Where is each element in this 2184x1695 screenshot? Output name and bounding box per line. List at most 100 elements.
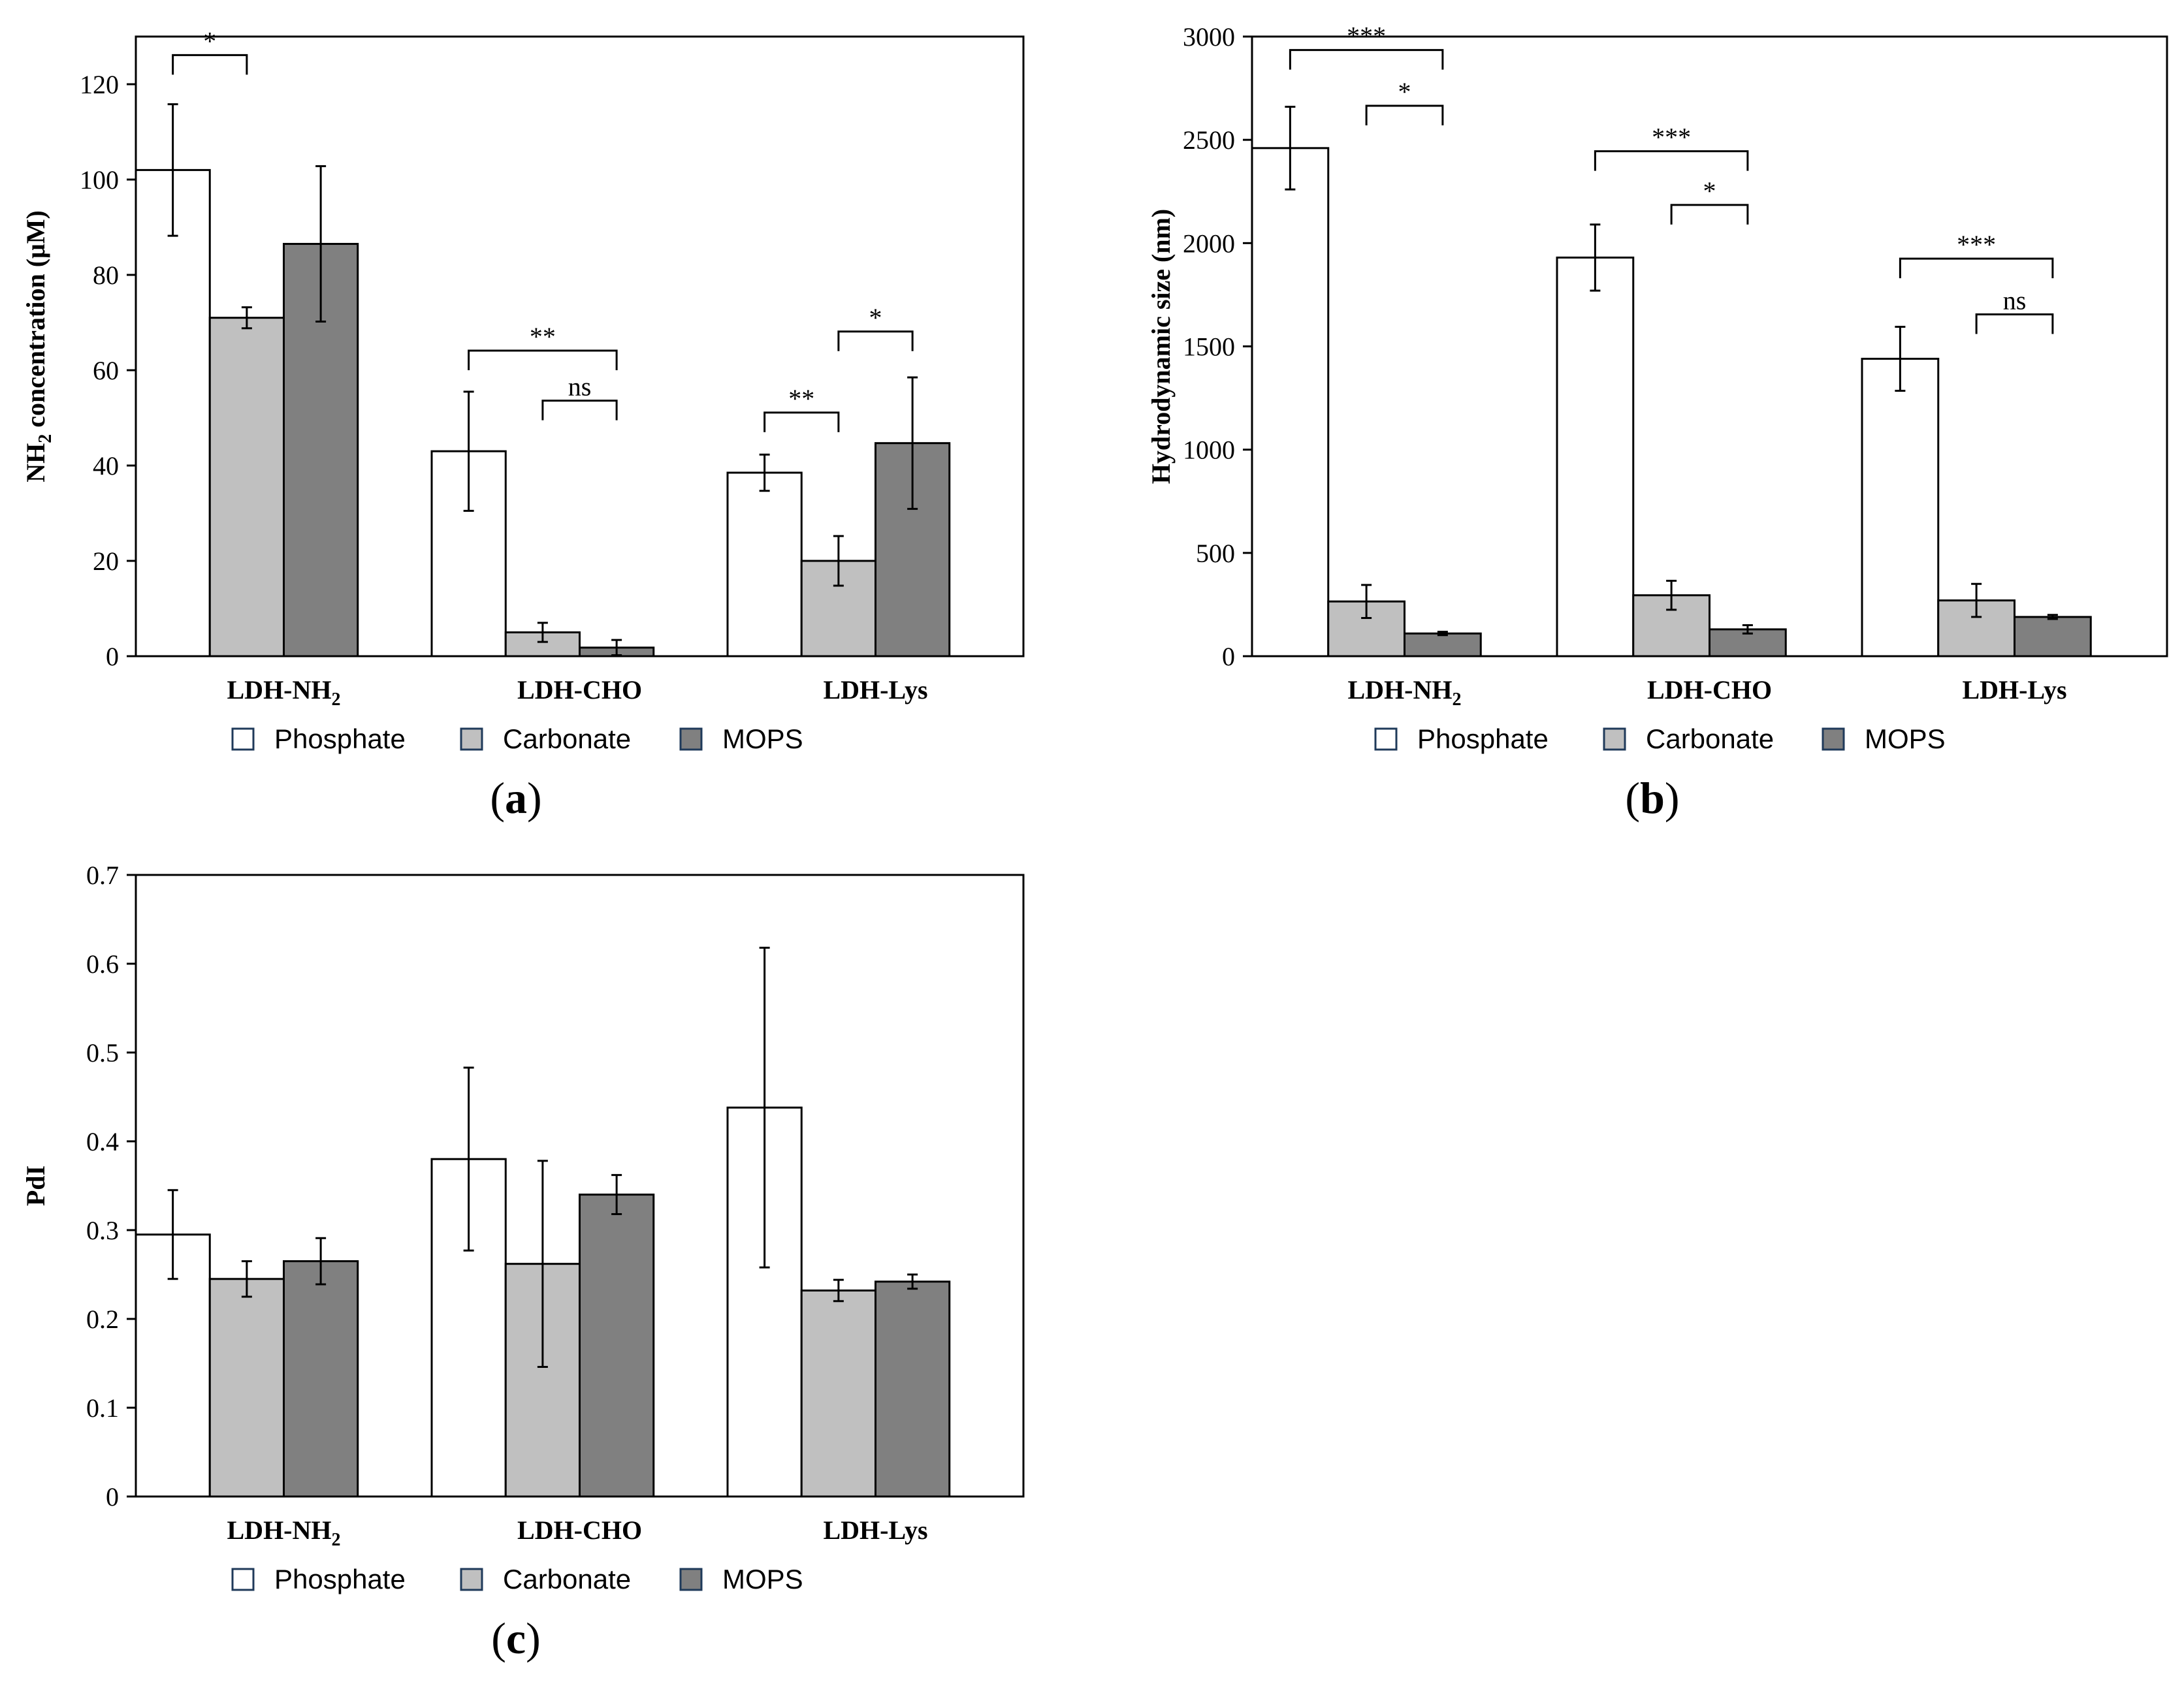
category-label-text: LDH-Lys bbox=[823, 1515, 927, 1545]
bar-mops-1 bbox=[579, 1194, 655, 1498]
y-tick-label: 40 bbox=[93, 451, 119, 481]
y-axis-label: Hydrodynamic size (nm) bbox=[1146, 209, 1176, 484]
significance-bracket bbox=[1670, 204, 1749, 225]
significance-label: ns bbox=[568, 372, 592, 402]
significance-bracket bbox=[1899, 257, 2054, 279]
category-label-subscript: 2 bbox=[1453, 689, 1462, 710]
category-label-subscript: 2 bbox=[332, 689, 341, 710]
bar-carbonate-1 bbox=[504, 631, 581, 657]
bar-phosphate-0 bbox=[1251, 147, 1330, 657]
category-label-text: LDH-NH bbox=[1348, 675, 1453, 705]
legend-swatch-phosphate bbox=[231, 727, 255, 751]
y-axis-label-subscript: 2 bbox=[35, 434, 56, 443]
y-tick-label: 2500 bbox=[1183, 125, 1235, 155]
panel-label-paren: ( bbox=[490, 773, 505, 823]
bar-mops-0 bbox=[283, 1260, 359, 1498]
legend-swatch-mops bbox=[679, 727, 703, 751]
category-label-text: LDH-CHO bbox=[517, 675, 642, 705]
y-axis-label-text: concentration (μM) bbox=[21, 210, 50, 434]
y-axis-label-text: NH bbox=[21, 443, 50, 483]
legend-swatch-mops bbox=[679, 1568, 703, 1591]
y-tick-label: 0 bbox=[106, 1482, 119, 1512]
category-label-text: LDH-CHO bbox=[517, 1515, 642, 1545]
legend-label-phosphate: Phosphate bbox=[1417, 723, 1549, 754]
panel-label-paren: ) bbox=[1665, 773, 1680, 823]
significance-bracket bbox=[1594, 150, 1749, 171]
chart-panel-b: 0 500 1000 1500 2000 2500 3000 Hydrodynamic siz… bbox=[1146, 22, 2168, 823]
panel-label-paren: ) bbox=[526, 1613, 541, 1663]
significance-bracket bbox=[468, 349, 618, 370]
category-label: LDH-CHO bbox=[1647, 675, 1772, 705]
legend-label-carbonate: Carbonate bbox=[503, 1564, 631, 1594]
y-tick-label: 100 bbox=[80, 165, 119, 195]
significance-label: *** bbox=[1347, 22, 1386, 51]
panel-label: (a) bbox=[490, 773, 541, 823]
category-label: LDH-NH2 bbox=[1348, 675, 1462, 710]
y-tick-label: 0.3 bbox=[86, 1216, 119, 1245]
y-tick-label: 0.1 bbox=[86, 1393, 119, 1423]
y-tick-label: 0.5 bbox=[86, 1038, 119, 1068]
category-label-text: LDH-NH bbox=[227, 675, 332, 705]
panel-label: (b) bbox=[1625, 773, 1679, 823]
significance-bracket bbox=[172, 54, 248, 75]
category-label: LDH-CHO bbox=[517, 1515, 642, 1545]
significance-label: *** bbox=[1652, 123, 1691, 152]
bar-phosphate-0 bbox=[135, 168, 211, 657]
y-tick-label: 3000 bbox=[1183, 22, 1235, 52]
bar-mops-2 bbox=[875, 1280, 951, 1498]
bar-mops-0 bbox=[1404, 632, 1482, 657]
y-tick-label: 0.7 bbox=[86, 861, 119, 890]
bar-carbonate-0 bbox=[208, 1278, 285, 1498]
legend-swatch-mops bbox=[1822, 727, 1845, 751]
panel-label-paren: ( bbox=[491, 1613, 506, 1663]
category-label: LDH-CHO bbox=[517, 675, 642, 705]
category-label-text: LDH-Lys bbox=[1962, 675, 2066, 705]
y-tick-label: 500 bbox=[1196, 539, 1235, 568]
y-tick-label: 1500 bbox=[1183, 332, 1235, 362]
significance-bracket bbox=[541, 400, 618, 420]
legend-label-mops: MOPS bbox=[722, 723, 803, 754]
panel-label-letter: b bbox=[1640, 773, 1665, 823]
bar-carbonate-0 bbox=[208, 317, 285, 657]
significance-bracket bbox=[837, 330, 914, 351]
bar-phosphate-2 bbox=[726, 471, 803, 657]
significance-label: ns bbox=[2003, 286, 2027, 315]
category-label: LDH-NH2 bbox=[227, 675, 341, 710]
legend-label-mops: MOPS bbox=[722, 1564, 803, 1594]
y-tick-label: 1000 bbox=[1183, 436, 1235, 465]
bar-phosphate-1 bbox=[1556, 256, 1635, 657]
plot-frame bbox=[1251, 35, 2168, 657]
y-tick-label: 0 bbox=[106, 642, 119, 671]
y-tick-label: 2000 bbox=[1183, 229, 1235, 258]
significance-label: * bbox=[1398, 77, 1411, 106]
panel-label-letter: a bbox=[505, 773, 527, 823]
legend-label-carbonate: Carbonate bbox=[1646, 723, 1774, 754]
category-label-text: LDH-Lys bbox=[823, 675, 927, 705]
panel-label-paren: ) bbox=[527, 773, 542, 823]
category-label-text: LDH-CHO bbox=[1647, 675, 1772, 705]
category-label: LDH-Lys bbox=[823, 1515, 927, 1545]
significance-label: * bbox=[869, 303, 882, 332]
significance-bracket bbox=[1365, 104, 1444, 126]
legend-label-phosphate: Phosphate bbox=[274, 723, 406, 754]
y-tick-label: 0 bbox=[1222, 642, 1235, 671]
y-axis-label-text: PdI bbox=[21, 1165, 50, 1206]
chart-panel-c: 0 0.1 0.2 0.3 0.4 0.5 0.6 0.7 PdI LDH-NH2 LDH-CHO L… bbox=[21, 861, 1025, 1663]
bar-mops-2 bbox=[2014, 616, 2092, 657]
legend-swatch-carbonate bbox=[460, 727, 483, 751]
y-axis-label-text: Hydrodynamic size (nm) bbox=[1146, 209, 1176, 484]
y-tick-label: 20 bbox=[93, 547, 119, 576]
panel-label-letter: c bbox=[506, 1613, 526, 1663]
significance-bracket bbox=[1975, 313, 2054, 334]
significance-label: ** bbox=[788, 384, 814, 413]
significance-bracket bbox=[763, 411, 840, 432]
category-label-subscript: 2 bbox=[332, 1530, 341, 1550]
y-axis-label: NH2 concentration (μM) bbox=[21, 210, 56, 483]
significance-label: *** bbox=[1957, 230, 1996, 259]
y-tick-label: 80 bbox=[93, 261, 119, 290]
y-tick-label: 120 bbox=[80, 70, 119, 99]
bar-phosphate-2 bbox=[1861, 357, 1940, 657]
legend-swatch-carbonate bbox=[460, 1568, 483, 1591]
